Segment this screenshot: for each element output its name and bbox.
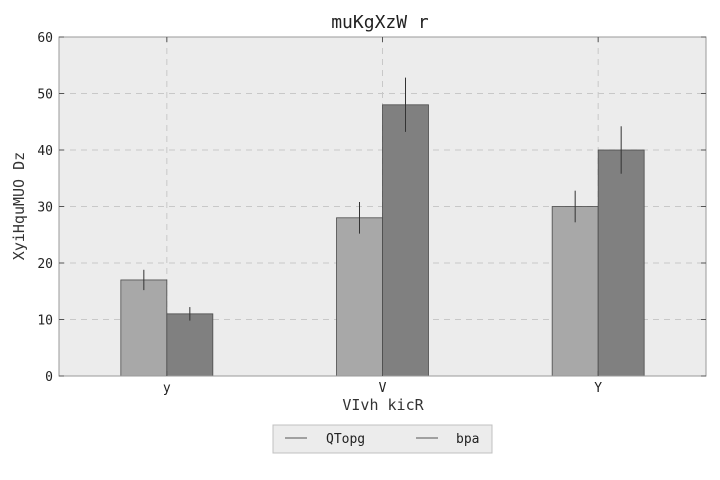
bar-qtopg-v [336, 217, 383, 377]
y-tick-label: 30 [37, 201, 53, 216]
y-tick-label: 60 [37, 31, 53, 46]
y-axis: 0 10 20 30 40 50 60 [37, 31, 706, 385]
y-tick-label: 50 [37, 88, 53, 103]
y-tick-label: 20 [37, 257, 53, 272]
y-tick-label: 40 [37, 144, 53, 159]
error-bars [143, 77, 622, 321]
legend-box [272, 424, 493, 454]
bar-qtopg-y [120, 279, 168, 377]
x-tick-label: y [163, 381, 171, 396]
y-tick-label: 10 [37, 314, 53, 329]
legend-label-qtopg: QTopg [326, 432, 365, 447]
bar-bpa-y [597, 149, 645, 377]
bars [120, 104, 645, 377]
bar-qtopg-y [551, 206, 599, 377]
bar-bpa-y [166, 313, 214, 377]
legend: QTopg bpa [272, 424, 493, 454]
x-axis-label: VIvh kicR [342, 396, 424, 414]
y-axis-label: XyiHquMUO Dz [10, 152, 28, 260]
x-tick-label: V [379, 381, 387, 396]
legend-label-bpa: bpa [456, 432, 479, 447]
y-tick-label: 0 [45, 370, 53, 385]
bar-bpa-v [382, 104, 429, 377]
chart-title: muKgXzW r [331, 12, 429, 33]
x-tick-label: Y [594, 381, 602, 396]
